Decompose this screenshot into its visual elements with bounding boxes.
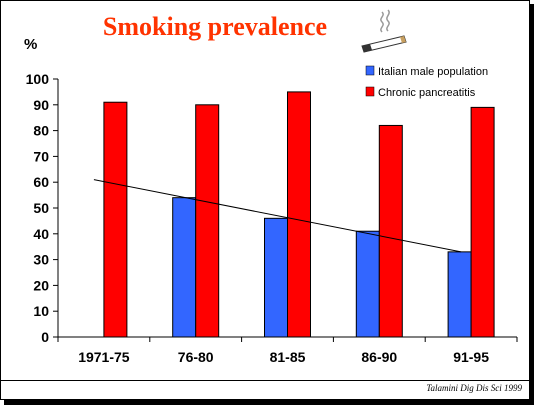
- x-tick-label: 91-95: [453, 349, 489, 365]
- y-tick-label: 100: [26, 71, 50, 87]
- y-axis-unit-label: %: [24, 36, 38, 53]
- x-axis-labels: 1971-75 76-80 81-85 86-90 91-95: [78, 349, 489, 365]
- legend-label: Chronic pancreatitis: [378, 87, 476, 99]
- y-tick-label: 40: [33, 226, 49, 242]
- slide-shadow-bottom: [4, 400, 534, 405]
- y-tick-label: 90: [33, 97, 49, 113]
- legend: Italian male population Chronic pancreati…: [365, 65, 488, 99]
- y-tick-label: 30: [33, 252, 49, 268]
- y-tick-label: 20: [33, 277, 49, 293]
- bar-chronic-pancreatitis: [470, 106, 495, 338]
- bar-italian-male: [172, 197, 197, 338]
- bar-chronic-pancreatitis: [378, 124, 403, 338]
- legend-swatch: [365, 86, 375, 97]
- axes: [57, 79, 518, 342]
- bar-italian-male: [447, 251, 472, 338]
- x-tick-label: 1971-75: [78, 349, 130, 365]
- y-tick-label: 50: [33, 200, 49, 216]
- x-tick-label: 76-80: [178, 349, 214, 365]
- y-axis-ticks: 0 10 20 30 40 50 60 70 80 90 100: [26, 71, 58, 345]
- y-tick-label: 70: [33, 148, 49, 164]
- cigarette-icon: [361, 9, 407, 53]
- slide-shadow-right: [530, 4, 534, 405]
- footer-divider: [1, 380, 529, 381]
- bar-italian-male: [355, 230, 380, 338]
- trendline: [93, 179, 462, 253]
- legend-swatch: [365, 65, 375, 76]
- bar-chronic-pancreatitis: [195, 104, 220, 338]
- legend-label: Italian male population: [378, 66, 488, 78]
- x-tick-label: 81-85: [270, 349, 306, 365]
- bar-chronic-pancreatitis: [103, 101, 128, 338]
- bar-italian-male: [264, 217, 288, 338]
- x-tick-label: 86-90: [361, 349, 397, 365]
- citation: Talamini Dig Dis Sci 1999: [426, 383, 522, 393]
- bars: [103, 91, 495, 338]
- bar-chronic-pancreatitis: [287, 91, 311, 338]
- y-tick-label: 0: [41, 329, 49, 345]
- trendline-group: [93, 179, 462, 253]
- chart-title: Smoking prevalence: [102, 12, 328, 41]
- y-tick-label: 80: [33, 123, 49, 139]
- bar-chart: 0 10 20 30 40 50 60 70 80 90 100 1971-75 76-80 81-85…: [26, 65, 518, 365]
- y-tick-label: 60: [33, 174, 49, 190]
- y-tick-label: 10: [33, 303, 49, 319]
